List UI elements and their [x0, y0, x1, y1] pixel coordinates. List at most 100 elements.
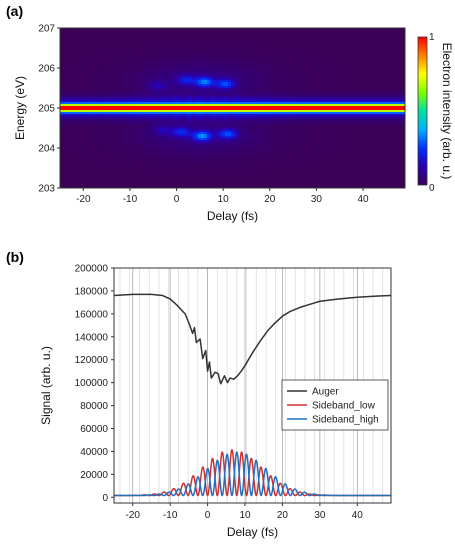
- heatmap-cell: [186, 184, 190, 187]
- heatmap-cell: [189, 128, 193, 131]
- heatmap-cell: [138, 72, 142, 75]
- heatmap-cell: [228, 48, 232, 51]
- heatmap-cell: [189, 138, 193, 141]
- heatmap-cell: [156, 158, 160, 161]
- heatmap-cell: [132, 124, 136, 127]
- heatmap-cell: [60, 82, 64, 85]
- heatmap-cell: [213, 64, 217, 67]
- heatmap-cell: [225, 144, 229, 147]
- heatmap-cell: [189, 96, 193, 99]
- heatmap-cell: [141, 152, 145, 155]
- heatmap-cell: [120, 50, 124, 53]
- heatmap-cell: [183, 60, 187, 63]
- heatmap-cell: [75, 128, 79, 131]
- heatmap-cell: [108, 32, 112, 35]
- heatmap-cell: [225, 124, 229, 127]
- heatmap-cell: [159, 96, 163, 99]
- heatmap-cell: [222, 100, 226, 103]
- heatmap-cell: [216, 168, 220, 171]
- heatmap-cell: [141, 46, 145, 49]
- heatmap-cell: [117, 80, 121, 83]
- heatmap-cell: [138, 156, 142, 159]
- heatmap-cell: [189, 120, 193, 123]
- heatmap-cell: [195, 68, 199, 71]
- heatmap-cell: [165, 112, 169, 115]
- heatmap-cell: [168, 124, 172, 127]
- heatmap-cell: [75, 180, 79, 183]
- heatmap-cell: [237, 138, 241, 141]
- heatmap-cell: [153, 114, 157, 117]
- heatmap-cell: [201, 176, 205, 179]
- heatmap-cell: [153, 80, 157, 83]
- heatmap-cell: [180, 136, 184, 139]
- heatmap-cell: [165, 172, 169, 175]
- heatmap-cell: [78, 32, 82, 35]
- heatmap-cell: [189, 90, 193, 93]
- heatmap-cell: [63, 124, 67, 127]
- heatmap-cell: [171, 144, 175, 147]
- heatmap-cell: [225, 84, 229, 87]
- heatmap-cell: [132, 92, 136, 95]
- heatmap-cell: [138, 40, 142, 43]
- heatmap-cell: [177, 110, 181, 113]
- heatmap-cell: [138, 138, 142, 141]
- heatmap-cell: [87, 60, 91, 63]
- heatmap-cell: [81, 98, 85, 101]
- heatmap-cell: [66, 44, 70, 47]
- heatmap-cell: [93, 68, 97, 71]
- heatmap-cell: [93, 96, 97, 99]
- heatmap-cell: [129, 126, 133, 129]
- heatmap-cell: [81, 146, 85, 149]
- heatmap-cell: [201, 118, 205, 121]
- heatmap-cell: [186, 30, 190, 33]
- heatmap-cell: [216, 32, 220, 35]
- heatmap-cell: [114, 92, 118, 95]
- heatmap-cell: [195, 178, 199, 181]
- heatmap-cell: [186, 156, 190, 159]
- heatmap-cell: [114, 66, 118, 69]
- heatmap-cell: [195, 66, 199, 69]
- heatmap-cell: [222, 84, 226, 87]
- heatmap-cell: [162, 28, 166, 31]
- heatmap-cell: [156, 176, 160, 179]
- heatmap-cell: [60, 162, 64, 165]
- heatmap-cell: [144, 122, 148, 125]
- heatmap-cell: [210, 70, 214, 73]
- heatmap-cell: [60, 126, 64, 129]
- heatmap-cell: [114, 134, 118, 137]
- heatmap-cell: [180, 76, 184, 79]
- heatmap-cell: [246, 34, 250, 37]
- heatmap-cell: [228, 28, 232, 31]
- heatmap-cell: [120, 92, 124, 95]
- heatmap-cell: [228, 102, 232, 105]
- heatmap-cell: [180, 168, 184, 171]
- heatmap-cell: [180, 50, 184, 53]
- heatmap-cell: [93, 122, 97, 125]
- heatmap-cell: [222, 38, 226, 41]
- heatmap-cell: [168, 98, 172, 101]
- heatmap-cell: [198, 82, 202, 85]
- heatmap-cell: [102, 138, 106, 141]
- heatmap-cell: [144, 180, 148, 183]
- heatmap-cell: [231, 66, 235, 69]
- heatmap-cell: [147, 88, 151, 91]
- heatmap-cell: [174, 166, 178, 169]
- heatmap-cell: [243, 98, 247, 101]
- heatmap-cell: [156, 108, 160, 111]
- heatmap-cell: [117, 184, 121, 187]
- heatmap-cell: [177, 94, 181, 97]
- heatmap-cell: [216, 84, 220, 87]
- heatmap-cell: [150, 186, 154, 189]
- heatmap-cell: [228, 176, 232, 179]
- heatmap-cell: [168, 106, 172, 109]
- heatmap-cell: [123, 164, 127, 167]
- heatmap-cell: [66, 128, 70, 131]
- heatmap-cell: [204, 76, 208, 79]
- heatmap-cell: [186, 38, 190, 41]
- heatmap-cell: [81, 128, 85, 131]
- heatmap-cell: [231, 128, 235, 131]
- heatmap-cell: [72, 96, 76, 99]
- heatmap-cell: [222, 160, 226, 163]
- heatmap-cell: [105, 114, 109, 117]
- heatmap-cell: [66, 180, 70, 183]
